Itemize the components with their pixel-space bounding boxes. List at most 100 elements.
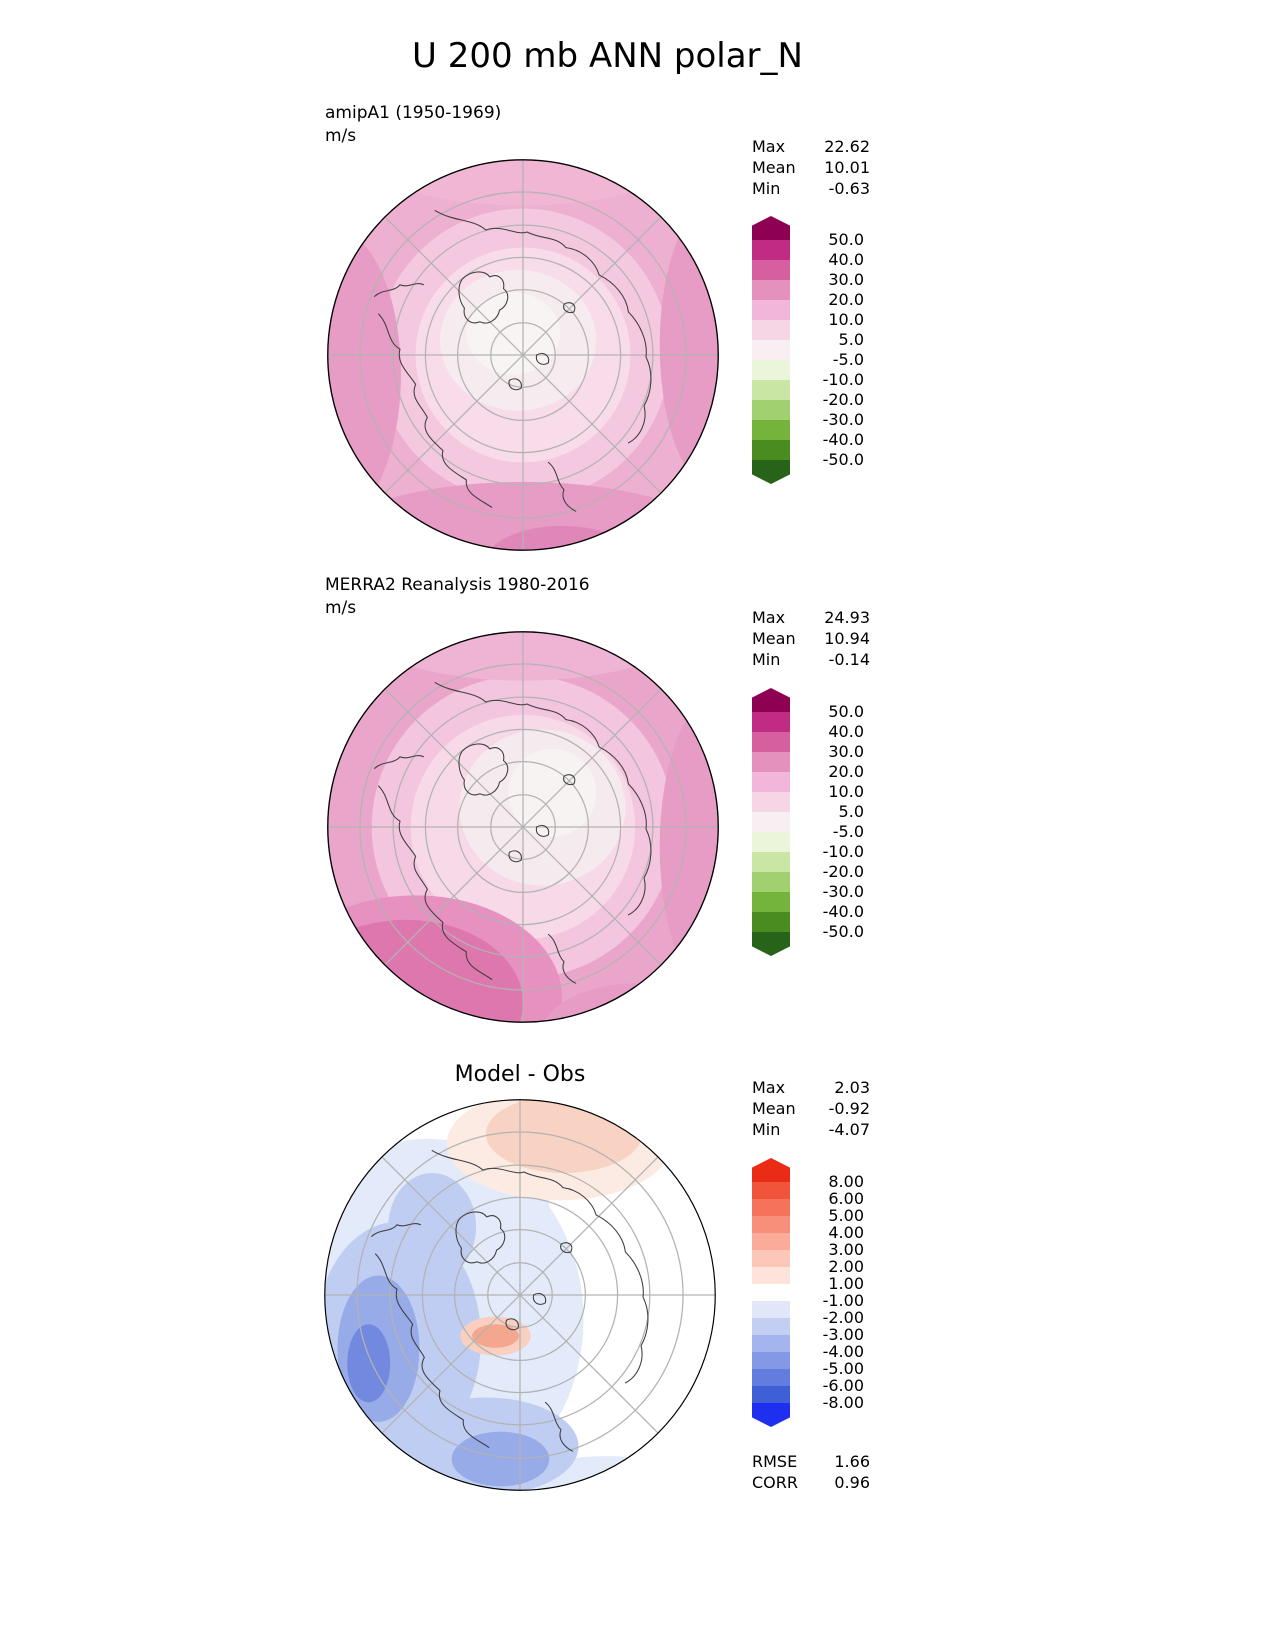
panel-diff-title: Model - Obs — [454, 1062, 586, 1087]
colorbar-tick-label: -6.00 — [822, 1376, 864, 1395]
colorbar-arrow-top — [752, 1158, 790, 1182]
stat-mean: Mean 10.94 — [752, 629, 870, 649]
stat-min: Min -0.63 — [752, 179, 870, 199]
colorbar-arrow-bottom — [752, 1403, 790, 1427]
stat-label: Max — [752, 137, 786, 156]
stat-rmse: RMSE 1.66 — [752, 1452, 870, 1472]
colorbar-segment — [752, 892, 790, 912]
stat-max: Max 2.03 — [752, 1078, 870, 1098]
colorbar-tick-label: -40.0 — [822, 902, 864, 921]
colorbar-tick-label: 4.00 — [828, 1223, 864, 1242]
stat-value: 24.93 — [824, 608, 870, 627]
stat-label: Min — [752, 650, 781, 669]
colorbar-segment — [752, 1199, 790, 1216]
colorbar-segment — [752, 300, 790, 320]
colorbar-tick-label: 3.00 — [828, 1240, 864, 1259]
colorbar-segment — [752, 1369, 790, 1386]
stat-label: RMSE — [752, 1452, 798, 1471]
stat-label: Mean — [752, 629, 796, 648]
colorbar-segment — [752, 732, 790, 752]
colorbar-tick-label: 1.00 — [828, 1274, 864, 1293]
colorbar-tick-labels: 8.00 6.00 5.00 4.00 3.00 2.00 1.00 -1.00 -2.00 -3… — [798, 1158, 864, 1430]
colorbar-tick-label: -10.0 — [822, 842, 864, 861]
colorbar-segment — [752, 1318, 790, 1335]
colorbar-segment — [752, 340, 790, 360]
map-boundary — [327, 631, 719, 1023]
stat-value: 10.94 — [824, 629, 870, 648]
map-boundary — [327, 159, 719, 551]
colorbar-tick-labels: 50.0 40.0 30.0 20.0 10.0 5.0 -5.0 -10.0 -20.0 -30… — [798, 688, 864, 958]
stat-mean: Mean -0.92 — [752, 1099, 870, 1119]
colorbar-segment — [752, 792, 790, 812]
colorbar-tick-label: -50.0 — [822, 450, 864, 469]
colorbar-segment — [752, 1250, 790, 1267]
colorbar-segment — [752, 852, 790, 872]
colorbar-segment — [752, 752, 790, 772]
colorbar-tick-label: -5.0 — [832, 350, 864, 369]
colorbar-tick-label: 5.0 — [838, 802, 864, 821]
colorbar-tick-label: -40.0 — [822, 430, 864, 449]
stat-value: -0.63 — [828, 179, 870, 198]
colorbar-segment — [752, 1301, 790, 1318]
polar-map-diff — [324, 1099, 716, 1491]
stat-label: Min — [752, 179, 781, 198]
stat-label: Mean — [752, 158, 796, 177]
colorbar-wind-amip: 50.0 40.0 30.0 20.0 10.0 5.0 -5.0 -10.0 -20.0 -30… — [752, 216, 872, 486]
colorbar-arrow-top — [752, 688, 790, 712]
colorbar-tick-label: 5.00 — [828, 1206, 864, 1225]
colorbar-wind-merra2: 50.0 40.0 30.0 20.0 10.0 5.0 -5.0 -10.0 -20.0 -30… — [752, 688, 872, 958]
panel-merra2-units: m/s — [325, 598, 357, 618]
colorbar-segment — [752, 1335, 790, 1352]
colorbar-tick-label: 40.0 — [828, 250, 864, 269]
stat-value: 22.62 — [824, 137, 870, 156]
stat-value: -0.14 — [828, 650, 870, 669]
colorbar-segment — [752, 360, 790, 380]
graticule — [324, 1099, 716, 1491]
colorbar-segment — [752, 420, 790, 440]
colorbar-segment — [752, 872, 790, 892]
colorbar-segment — [752, 832, 790, 852]
colorbar-tick-label: 8.00 — [828, 1172, 864, 1191]
colorbar-arrow-bottom — [752, 932, 790, 956]
colorbar-segment — [752, 1386, 790, 1403]
colorbar-segment — [752, 1352, 790, 1369]
colorbar-tick-label: 10.0 — [828, 782, 864, 801]
colorbar-tick-label: -8.00 — [822, 1393, 864, 1412]
stat-value: -0.92 — [828, 1099, 870, 1118]
stat-value: 0.96 — [834, 1473, 870, 1492]
colorbar-tick-label: 50.0 — [828, 230, 864, 249]
colorbar-tick-label: -3.00 — [822, 1325, 864, 1344]
colorbar-tick-label: 6.00 — [828, 1189, 864, 1208]
colorbar-segment — [752, 260, 790, 280]
colorbar-segment — [752, 440, 790, 460]
stat-label: Min — [752, 1120, 781, 1139]
colorbar-segment — [752, 772, 790, 792]
colorbar-segment — [752, 812, 790, 832]
colorbar-tick-label: 50.0 — [828, 702, 864, 721]
colorbar-tick-label: -4.00 — [822, 1342, 864, 1361]
colorbar-segment — [752, 1233, 790, 1250]
stat-label: Max — [752, 608, 786, 627]
stat-value: 1.66 — [834, 1452, 870, 1471]
colorbar-stack — [752, 216, 790, 484]
polar-map-merra2 — [327, 631, 719, 1023]
colorbar-tick-label: -30.0 — [822, 410, 864, 429]
colorbar-segment — [752, 1284, 790, 1301]
colorbar-segment — [752, 1267, 790, 1284]
colorbar-tick-label: 10.0 — [828, 310, 864, 329]
panel-merra2-title: MERRA2 Reanalysis 1980-2016 — [325, 575, 590, 595]
colorbar-segment — [752, 712, 790, 732]
stat-max: Max 24.93 — [752, 608, 870, 628]
panel-amip-units: m/s — [325, 126, 357, 146]
colorbar-tick-label: -1.00 — [822, 1291, 864, 1310]
colorbar-tick-label: -2.00 — [822, 1308, 864, 1327]
colorbar-tick-label: -5.0 — [832, 822, 864, 841]
colorbar-tick-label: 40.0 — [828, 722, 864, 741]
colorbar-segment — [752, 400, 790, 420]
colorbar-segment — [752, 1216, 790, 1233]
colorbar-segment — [752, 240, 790, 260]
colorbar-tick-label: -5.00 — [822, 1359, 864, 1378]
colorbar-tick-labels: 50.0 40.0 30.0 20.0 10.0 5.0 -5.0 -10.0 -20.0 -30… — [798, 216, 864, 486]
map-boundary — [324, 1099, 716, 1491]
